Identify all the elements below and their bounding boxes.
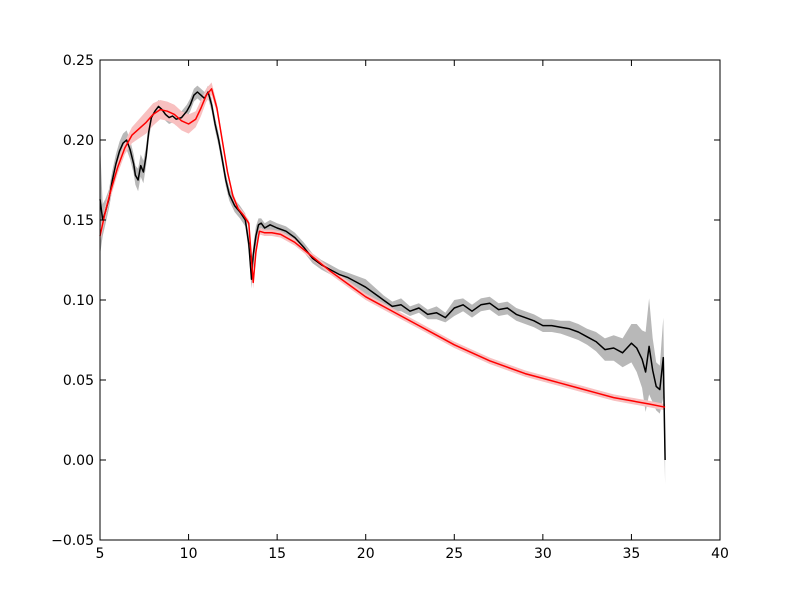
y-tick-label: 0.10 xyxy=(63,293,94,309)
y-tick-label: 0.25 xyxy=(63,53,94,69)
x-tick-label: 40 xyxy=(711,546,729,562)
x-tick-label: 20 xyxy=(357,546,375,562)
y-tick-label: 0.00 xyxy=(63,453,94,469)
axis-layer: 5 10 15 20 25 30 35 40 −0.05 0.00 0.05 0.10 0.15 0.20… xyxy=(51,53,729,562)
x-tick-label: 25 xyxy=(445,546,463,562)
y-tick-label: 0.15 xyxy=(63,213,94,229)
y-tick-label: −0.05 xyxy=(51,533,94,549)
series-layer xyxy=(99,82,666,484)
x-tick-label: 15 xyxy=(268,546,286,562)
x-tick-label: 10 xyxy=(180,546,198,562)
series-1-line xyxy=(99,91,666,461)
series-2-band xyxy=(100,82,666,411)
y-tick-label: 0.05 xyxy=(63,373,94,389)
y-tick-label: 0.20 xyxy=(63,133,94,149)
x-tick-label: 35 xyxy=(623,546,641,562)
x-tick-label: 5 xyxy=(96,546,105,562)
series-2-line xyxy=(99,88,666,408)
x-tick-label: 30 xyxy=(534,546,552,562)
